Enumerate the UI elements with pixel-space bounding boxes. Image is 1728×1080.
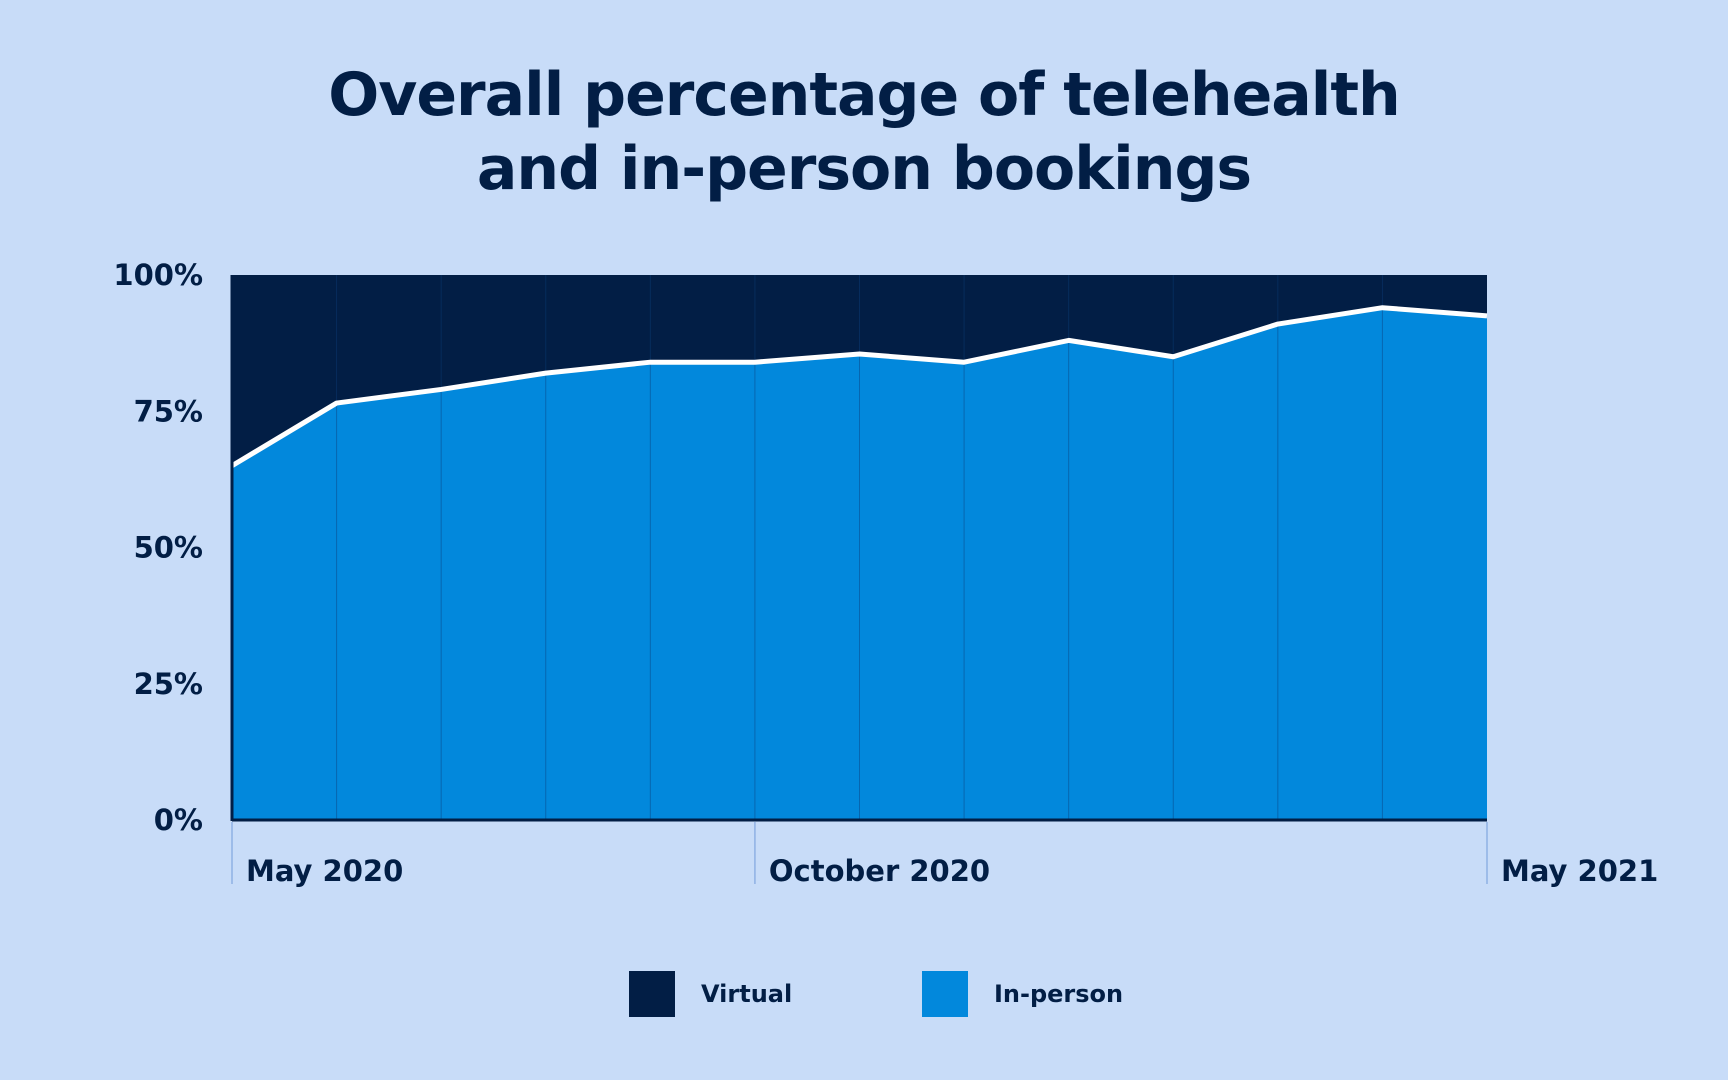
legend: Virtual In-person [0,971,1728,1017]
x-axis-ticks: May 2020 October 2020 May 2021 [231,822,1658,888]
data-point [753,360,757,364]
chart-title: Overall percentage of telehealth and in-… [0,58,1728,206]
y-tick-label: 50% [134,531,203,565]
data-point [648,360,652,364]
x-tick-label: October 2020 [769,854,990,888]
y-tick-label: 25% [134,667,203,701]
legend-item-in-person: In-person [922,971,1123,1017]
in-person-area [232,307,1487,820]
data-point [544,371,548,375]
chart-title-line-1: Overall percentage of telehealth [328,60,1401,130]
legend-label-virtual: Virtual [701,980,793,1008]
x-tick-label: May 2020 [246,854,403,888]
legend-swatch-in-person [922,971,968,1017]
data-point [962,360,966,364]
plot-area [230,275,1489,822]
x-tick-label: May 2021 [1501,854,1658,888]
data-point [335,401,339,405]
y-tick-label: 0% [154,803,203,837]
data-point [1171,355,1175,359]
legend-swatch-virtual [629,971,675,1017]
series-boundary-line [230,305,1488,468]
chart-title-line-2: and in-person bookings [476,134,1252,204]
data-point [1485,314,1489,318]
y-tick-label: 100% [113,258,203,292]
legend-label-in-person: In-person [994,980,1124,1008]
data-point [858,352,862,356]
y-tick-label: 75% [134,394,203,428]
data-point [1276,322,1280,326]
data-point [1067,338,1071,342]
y-axis-ticks: 0% 25% 50% 75% 100% [113,258,203,837]
data-point [439,387,443,391]
legend-item-virtual: Virtual [629,971,792,1017]
data-point [1380,306,1384,310]
